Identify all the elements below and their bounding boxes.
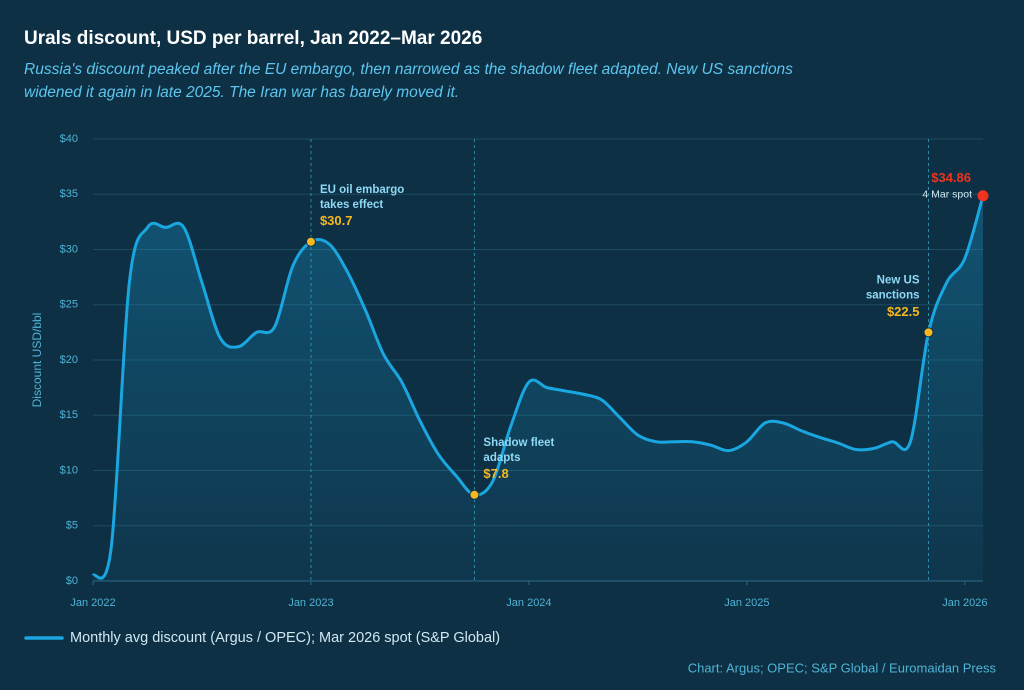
- spot-dot: [977, 190, 989, 202]
- x-tick-label: Jan 2024: [506, 597, 551, 609]
- spot-label: 4 Mar spot: [922, 189, 972, 201]
- spot-value: $34.86: [931, 170, 971, 185]
- y-tick-label: $30: [60, 243, 78, 255]
- annotation-value: $30.7: [320, 213, 353, 228]
- y-tick-label: $25: [60, 299, 78, 311]
- annotation-label: sanctions: [866, 289, 920, 301]
- x-tick-label: Jan 2022: [70, 597, 115, 609]
- annotation-label: EU oil embargo: [320, 184, 404, 196]
- y-tick-label: $0: [66, 575, 78, 587]
- annotation-dot: [469, 489, 480, 500]
- y-tick-label: $15: [60, 409, 78, 421]
- y-tick-label: $5: [66, 520, 78, 532]
- annotation-label: Shadow fleet: [483, 437, 554, 449]
- y-tick-label: $10: [60, 464, 78, 476]
- area: [93, 195, 983, 581]
- legend-label: Monthly avg discount (Argus / OPEC); Mar…: [70, 630, 500, 646]
- source: Chart: Argus; OPEC; S&P Global / Euromai…: [688, 660, 997, 675]
- line: [91, 195, 985, 580]
- annotation-dot: [305, 236, 316, 247]
- subtitle: widened it again in late 2025. The Iran …: [24, 84, 459, 101]
- annotation-value: $7.8: [483, 466, 508, 481]
- y-tick-label: $40: [60, 133, 78, 145]
- x-tick-label: Jan 2023: [288, 597, 333, 609]
- annotation-label: adapts: [483, 452, 520, 464]
- subtitle: Russia's discount peaked after the EU em…: [24, 61, 793, 78]
- annotation-dot: [923, 327, 934, 338]
- y-tick-label: $35: [60, 188, 78, 200]
- annotation-value: $22.5: [887, 304, 920, 319]
- annotation-label: New US: [877, 274, 920, 286]
- chart-title: Urals discount, USD per barrel, Jan 2022…: [24, 28, 482, 49]
- x-tick-label: Jan 2025: [724, 597, 769, 609]
- y-tick-label: $20: [60, 354, 78, 366]
- annotation-label: takes effect: [320, 199, 383, 211]
- x-tick-label: Jan 2026: [942, 597, 987, 609]
- y-axis-label: Discount USD/bbl: [30, 313, 44, 408]
